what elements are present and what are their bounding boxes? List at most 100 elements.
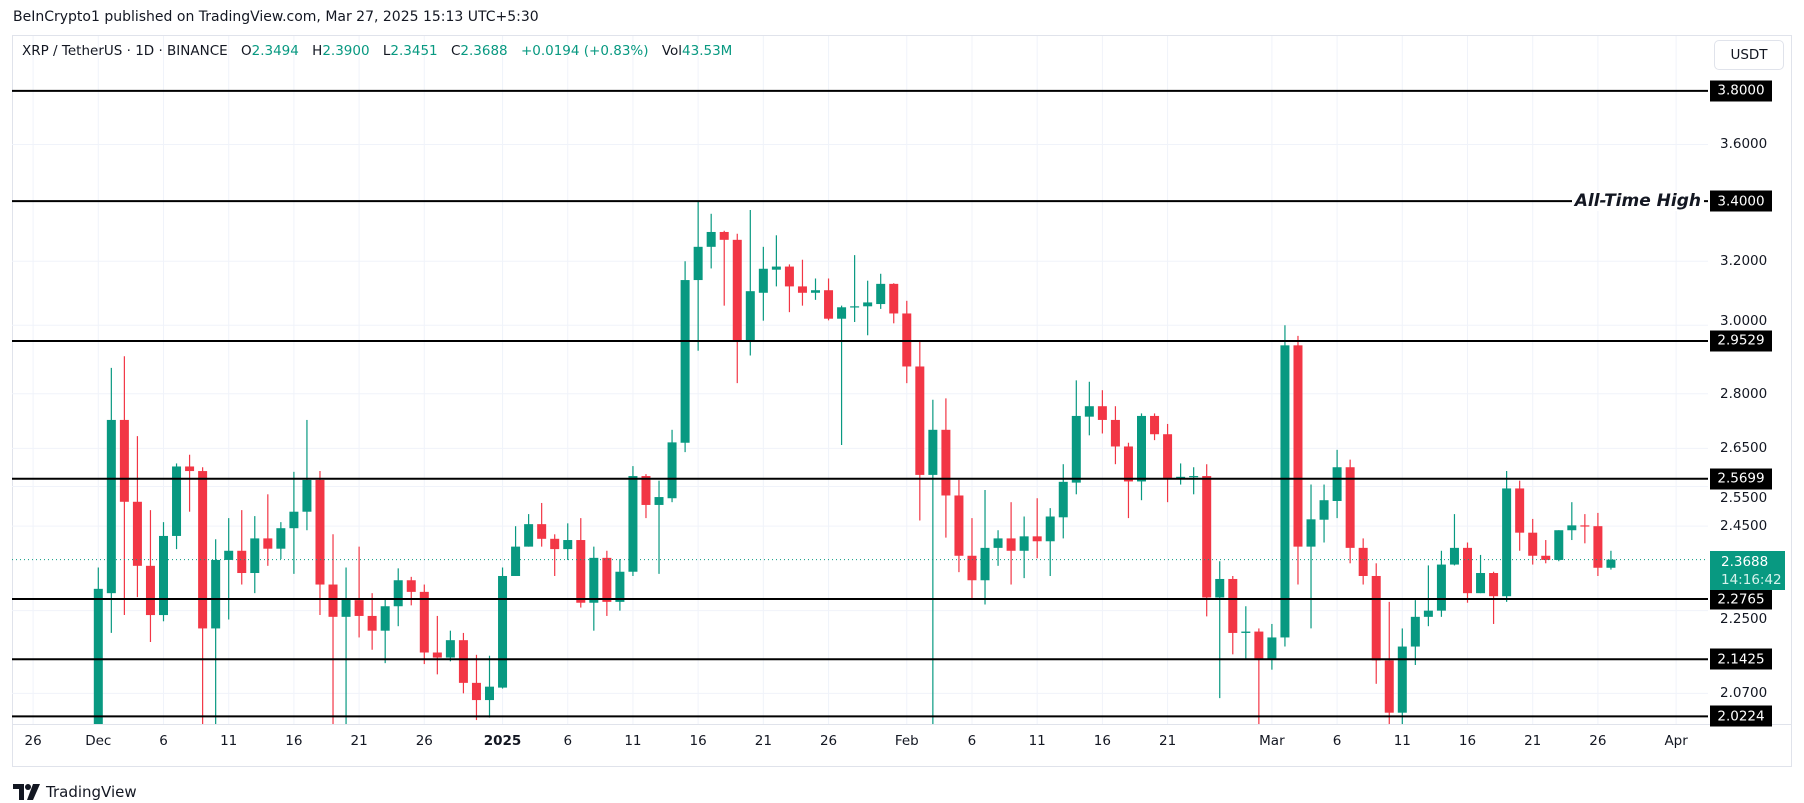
date-tick-label: 21 (1158, 733, 1177, 749)
candle-up (1567, 502, 1577, 541)
candle-up (850, 255, 860, 322)
candle-body (1423, 610, 1433, 617)
candle-body (1463, 547, 1472, 594)
candle-body (1567, 525, 1577, 531)
tradingview-logo[interactable]: TradingView (13, 783, 137, 801)
candle-body (1032, 536, 1042, 542)
candle-up (1176, 463, 1186, 485)
candle-body (902, 313, 912, 367)
date-tick-label: Dec (85, 733, 112, 749)
candle-body (471, 682, 481, 701)
candle-up (393, 568, 403, 627)
candle-down (432, 615, 442, 675)
candle-down (1463, 542, 1472, 603)
candle-down (889, 283, 899, 324)
open-label: O (240, 43, 252, 59)
candle-up (485, 655, 494, 718)
candle-body (1541, 555, 1551, 560)
candle-body (106, 419, 116, 594)
candle-body (524, 524, 534, 547)
candle-body (889, 283, 899, 314)
candle-body (1293, 345, 1303, 547)
candle-down (354, 546, 364, 638)
volume-label: Vol (661, 43, 683, 59)
date-tick-label: 26 (415, 733, 433, 749)
date-tick-label: 11 (220, 733, 238, 749)
candle-body (1554, 530, 1564, 560)
level-price-label: 2.2765 (1710, 588, 1772, 610)
date-tick-label: 16 (1093, 733, 1111, 749)
candle-up (863, 280, 873, 336)
level-lines (12, 89, 1708, 718)
candle-up (1554, 530, 1564, 562)
candle-up (1423, 565, 1433, 627)
candle-up (811, 278, 820, 300)
candle-down (458, 632, 468, 694)
candle-down (941, 398, 951, 538)
bar-countdown: 14:16:42 (1721, 571, 1782, 588)
date-tick-label: 26 (1589, 733, 1607, 749)
candle-body (876, 283, 886, 305)
candle-up (680, 261, 690, 453)
candle-down (1202, 464, 1212, 617)
candle-up (628, 466, 638, 576)
candle-down (367, 593, 377, 650)
price-tick-label: 3.0000 (1720, 313, 1768, 330)
candle-body (1176, 476, 1186, 479)
candle-body (993, 538, 1003, 548)
currency-button[interactable]: USDT (1714, 40, 1784, 70)
candle-up (1397, 628, 1407, 724)
date-tick-label: 6 (159, 733, 168, 749)
candle-up (1058, 464, 1068, 539)
candle-up (1410, 600, 1420, 666)
price-tick-label: 3.2000 (1720, 253, 1768, 270)
candle-up (172, 463, 182, 550)
candle-body (1476, 573, 1486, 594)
candle-body (850, 306, 860, 308)
time-axis-border (12, 724, 1792, 725)
low-value: 2.3451 (390, 43, 438, 59)
candle-body (380, 606, 390, 631)
date-tick-label: 16 (689, 733, 707, 749)
candle-body (628, 476, 638, 572)
candle-up (289, 471, 299, 574)
candle-up (498, 567, 508, 689)
candle-down (1489, 571, 1499, 624)
candle-up (250, 516, 260, 594)
candle-body (93, 588, 103, 724)
candle-down (954, 479, 964, 573)
candle-down (1358, 538, 1368, 585)
candle-body (276, 528, 286, 549)
date-tick-label: 21 (754, 733, 772, 749)
candle-body (1006, 538, 1016, 551)
candle-up (745, 209, 755, 356)
candle-body (432, 652, 442, 658)
price-tick-label: 2.5500 (1720, 490, 1768, 507)
candle-down (237, 510, 247, 585)
close-value: 2.3688 (460, 43, 508, 59)
date-tick-label: Feb (894, 733, 919, 749)
candlestick-plot[interactable] (12, 36, 1708, 724)
candle-down (328, 534, 338, 724)
candle-up (771, 235, 781, 287)
close-label: C (450, 43, 461, 59)
level-price-label: 2.9529 (1710, 330, 1772, 352)
candle-body (1449, 547, 1459, 565)
candle-body (1058, 481, 1068, 518)
candle-down (419, 584, 429, 665)
level-price-label: 2.0224 (1710, 705, 1772, 727)
candle-down (1097, 390, 1107, 434)
chart-frame (12, 35, 1792, 767)
tradingview-logo-text: TradingView (46, 783, 137, 801)
candle-up (1019, 516, 1029, 579)
published-caption: BeInCrypto1 published on TradingView.com… (13, 9, 539, 25)
candle-body (1593, 526, 1603, 568)
candle-up (159, 522, 168, 622)
candle-body (393, 580, 403, 607)
symbol-title[interactable]: XRP / TetherUS · 1D · BINANCE (22, 43, 228, 59)
candle-up (654, 480, 664, 574)
candle-body (837, 307, 847, 319)
candle-body (1150, 415, 1160, 435)
candle-body (1137, 415, 1146, 482)
level-price-label: 3.8000 (1710, 80, 1772, 102)
